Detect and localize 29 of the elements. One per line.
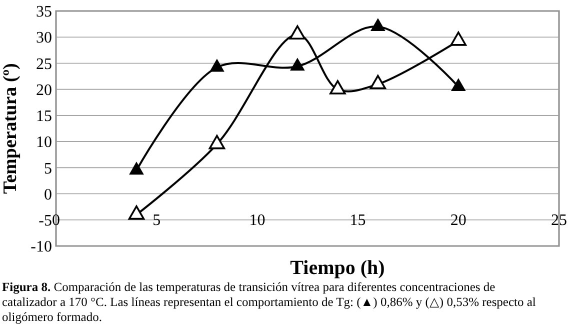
y-tick-label: 10 <box>36 134 52 152</box>
x-tick-label: 15 <box>350 212 366 229</box>
point <box>371 18 385 31</box>
point <box>290 58 304 71</box>
y-tick-label: 25 <box>36 56 52 73</box>
point <box>208 134 226 150</box>
point <box>210 60 224 72</box>
y-tick-label: 20 <box>36 82 52 99</box>
y-tick-label: 30 <box>36 30 52 47</box>
y-tick-label: 5 <box>44 160 52 178</box>
y-axis-title: Temperatura (º) <box>0 63 21 194</box>
y-tick-label: -5 <box>38 212 52 230</box>
point <box>289 25 306 40</box>
y-tick-label: 15 <box>36 108 52 126</box>
x-axis-title: Tiempo (h) <box>290 257 385 279</box>
y-tick-label: 0 <box>44 186 52 204</box>
point <box>450 32 467 46</box>
x-tick-label: 10 <box>249 212 266 229</box>
y-tick-label: 35 <box>36 4 52 21</box>
point <box>128 205 145 220</box>
point <box>130 162 144 175</box>
text: Figura 8. Comparación de las temperaturas de transición vítrea para diferentes concentraciones de catalizador a 170 °C. Las líneas representan el comportamiento de Tg: (▲) 0,86% y (△) 0,53% respecto al oligómero formado. <box>2 280 536 324</box>
point <box>370 74 386 90</box>
x-tick-label: 20 <box>450 212 466 229</box>
x-tick-label: 5 <box>152 212 161 229</box>
point <box>330 80 346 94</box>
point <box>452 79 466 92</box>
y-tick-label: -10 <box>30 238 52 256</box>
x-tick-label: 25 <box>551 212 567 229</box>
